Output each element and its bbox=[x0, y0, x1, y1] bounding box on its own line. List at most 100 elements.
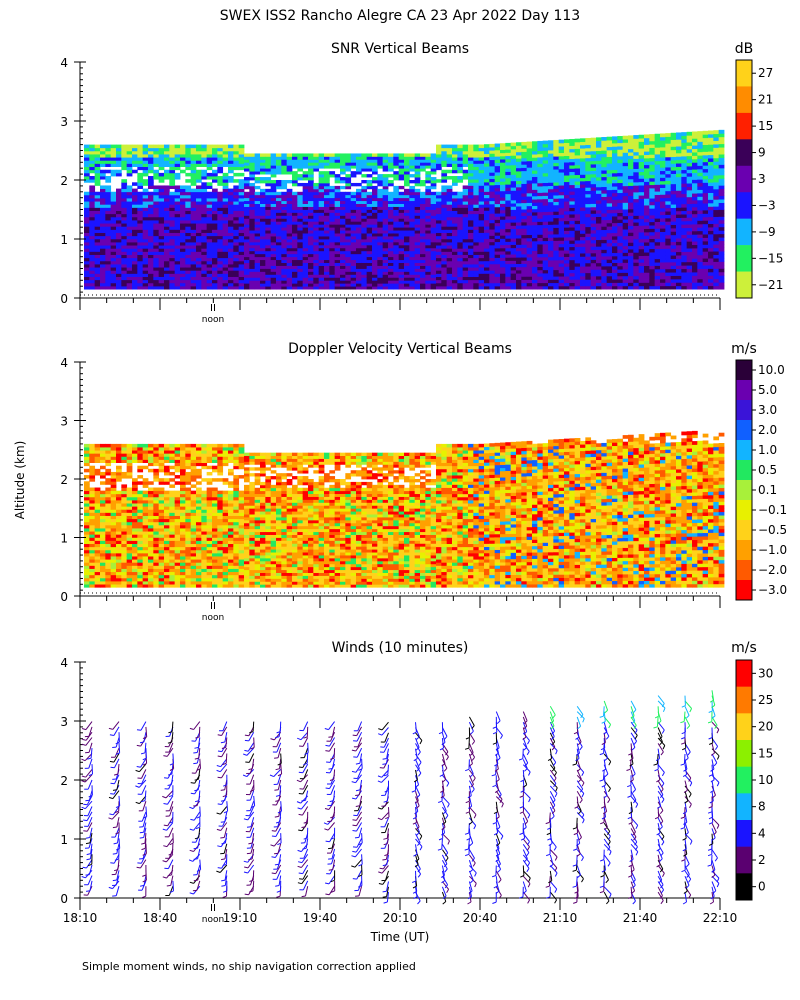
heatmap-cell bbox=[425, 206, 432, 210]
heatmap-cell bbox=[270, 171, 277, 175]
heatmap-cell bbox=[638, 201, 645, 206]
heatmap-cell bbox=[164, 245, 170, 249]
heatmap-cell bbox=[606, 259, 613, 264]
heatmap-cell bbox=[345, 265, 352, 269]
heatmap-cell bbox=[196, 201, 202, 205]
heatmap-cell bbox=[158, 176, 165, 180]
heatmap-cell bbox=[654, 160, 661, 165]
heatmap-cell bbox=[420, 194, 426, 199]
heatmap-cell bbox=[206, 157, 213, 161]
heatmap-cell bbox=[121, 160, 128, 164]
heatmap-cell bbox=[121, 226, 128, 230]
heatmap-cell bbox=[286, 286, 293, 290]
heatmap-cell bbox=[302, 274, 309, 278]
heatmap-cell bbox=[542, 159, 549, 164]
heatmap-cell bbox=[276, 274, 282, 278]
heatmap-cell bbox=[526, 260, 533, 264]
heatmap-cell bbox=[334, 194, 341, 199]
heatmap-cell bbox=[414, 256, 421, 261]
heatmap-cell bbox=[516, 238, 522, 242]
heatmap-cell bbox=[548, 156, 554, 161]
heatmap-cell bbox=[574, 171, 581, 176]
heatmap-cell bbox=[233, 276, 240, 281]
heatmap-cell bbox=[425, 271, 432, 275]
heatmap-cell bbox=[313, 212, 320, 216]
heatmap-cell bbox=[596, 226, 602, 231]
heatmap-cell bbox=[564, 152, 570, 156]
heatmap-cell bbox=[329, 165, 336, 169]
heatmap-cell bbox=[308, 209, 314, 213]
heatmap-cell bbox=[126, 166, 133, 171]
heatmap-cell bbox=[452, 260, 458, 265]
heatmap-cell bbox=[276, 224, 282, 228]
heatmap-cell bbox=[105, 169, 112, 174]
heatmap-cell bbox=[676, 146, 682, 150]
heatmap-cell bbox=[105, 201, 112, 205]
heatmap-cell bbox=[206, 194, 213, 199]
heatmap-cell bbox=[84, 245, 90, 249]
heatmap-cell bbox=[132, 267, 138, 271]
heatmap-cell bbox=[569, 276, 576, 280]
heatmap-cell bbox=[217, 169, 224, 174]
heatmap-cell bbox=[249, 177, 256, 181]
heatmap-cell bbox=[612, 143, 618, 147]
heatmap-cell bbox=[564, 227, 570, 231]
heatmap-cell bbox=[153, 216, 160, 221]
heatmap-cell bbox=[468, 279, 474, 284]
heatmap-cell bbox=[356, 236, 362, 240]
heatmap-cell bbox=[516, 260, 522, 264]
heatmap-cell bbox=[590, 249, 597, 254]
heatmap-cell bbox=[366, 156, 373, 160]
heatmap-cell bbox=[308, 239, 314, 243]
heatmap-cell bbox=[526, 167, 533, 171]
heatmap-cell bbox=[100, 160, 106, 164]
heatmap-cell bbox=[478, 232, 485, 237]
heatmap-cell bbox=[94, 273, 101, 277]
heatmap-cell bbox=[393, 212, 400, 216]
heatmap-cell bbox=[489, 150, 496, 154]
heatmap-cell bbox=[308, 253, 314, 258]
heatmap-cell bbox=[409, 162, 416, 166]
heatmap-cell bbox=[548, 272, 554, 277]
heatmap-cell bbox=[398, 256, 405, 261]
heatmap-cell bbox=[137, 204, 144, 208]
heatmap-cell bbox=[297, 177, 304, 181]
heatmap-cell bbox=[174, 204, 181, 208]
heatmap-cell bbox=[473, 251, 480, 255]
heatmap-cell bbox=[153, 204, 160, 208]
heatmap-cell bbox=[366, 286, 373, 290]
heatmap-cell bbox=[516, 266, 522, 271]
heatmap-cell bbox=[334, 241, 341, 246]
heatmap-cell bbox=[478, 229, 485, 233]
heatmap-cell bbox=[94, 176, 101, 180]
heatmap-cell bbox=[265, 274, 272, 278]
heatmap-cell bbox=[441, 270, 448, 274]
heatmap-cell bbox=[628, 239, 634, 243]
heatmap-cell bbox=[334, 153, 341, 157]
heatmap-cell bbox=[564, 266, 570, 271]
heatmap-cell bbox=[569, 155, 576, 159]
heatmap-cell bbox=[590, 180, 597, 185]
heatmap-cell bbox=[270, 256, 277, 261]
heatmap-cell bbox=[185, 210, 192, 215]
heatmap-cell bbox=[185, 273, 192, 277]
heatmap-cell bbox=[516, 190, 522, 194]
heatmap-cell bbox=[622, 209, 629, 213]
heatmap-cell bbox=[206, 264, 213, 268]
heatmap-cell bbox=[382, 274, 389, 278]
heatmap-cell bbox=[580, 207, 586, 211]
heatmap-cell bbox=[153, 198, 160, 202]
heatmap-cell bbox=[372, 224, 378, 228]
heatmap-cell bbox=[318, 191, 325, 196]
heatmap-cell bbox=[222, 216, 229, 221]
heatmap-cell bbox=[324, 185, 330, 190]
heatmap-cell bbox=[206, 191, 213, 196]
heatmap-cell bbox=[158, 207, 165, 211]
heatmap-cell bbox=[334, 274, 341, 278]
heatmap-cell bbox=[500, 184, 506, 189]
heatmap-cell bbox=[436, 160, 442, 164]
heatmap-cell bbox=[660, 150, 666, 155]
heatmap-cell bbox=[249, 259, 256, 263]
heatmap-cell bbox=[84, 147, 90, 152]
heatmap-cell bbox=[409, 200, 416, 204]
